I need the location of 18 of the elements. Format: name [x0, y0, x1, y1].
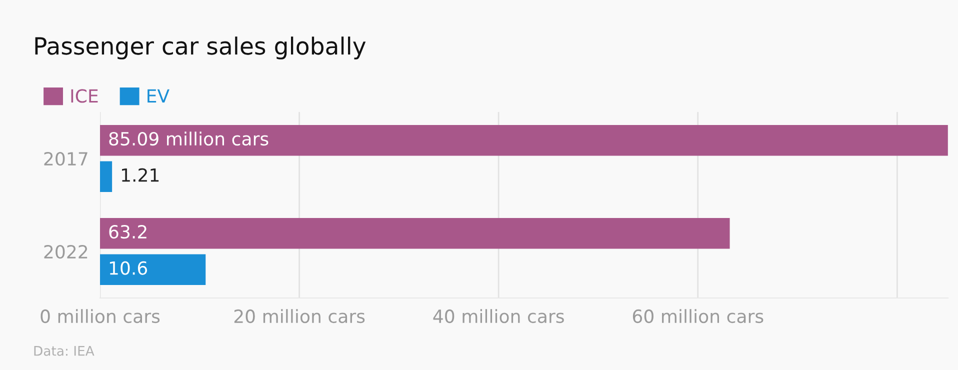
- x-tick-label: 0 million cars: [40, 309, 160, 324]
- data-label: 1.21: [122, 168, 159, 182]
- data-label: 63.2: [109, 224, 146, 239]
- bar: [100, 161, 112, 192]
- y-tick-label: 2017: [44, 152, 88, 166]
- x-tick-label: 60 million cars: [632, 309, 764, 324]
- chart-title: Passenger car sales globally: [35, 36, 366, 60]
- y-tick-label: 2022: [44, 244, 88, 259]
- bar: [100, 125, 948, 156]
- x-tick-label: 40 million cars: [433, 309, 564, 324]
- data-label: 85.09 million cars: [109, 132, 268, 146]
- bar: [100, 254, 206, 285]
- legend-label: ICE: [71, 89, 98, 103]
- data-label: 10.6: [110, 261, 148, 275]
- bar: [100, 218, 730, 249]
- text: Data: IEA: [34, 346, 94, 356]
- x-tick-label: 20 million cars: [234, 309, 365, 324]
- legend-label: EV: [148, 89, 170, 103]
